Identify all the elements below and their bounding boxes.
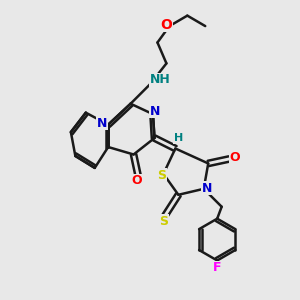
Text: O: O: [131, 174, 142, 187]
Text: NH: NH: [150, 73, 171, 86]
Text: S: S: [158, 169, 166, 182]
Text: S: S: [159, 215, 168, 228]
Text: O: O: [230, 151, 240, 164]
Text: O: O: [160, 18, 172, 32]
Text: N: N: [202, 182, 212, 195]
Text: N: N: [96, 117, 107, 130]
Text: F: F: [213, 262, 221, 275]
Text: H: H: [174, 133, 183, 143]
Text: N: N: [150, 105, 161, 118]
